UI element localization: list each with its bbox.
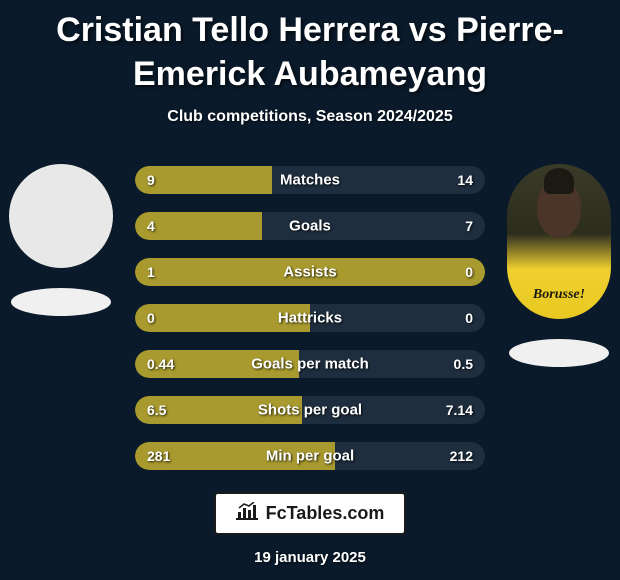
stat-label: Goals [289, 218, 331, 235]
stat-value-left: 0.44 [147, 356, 174, 372]
stat-label: Shots per goal [258, 402, 362, 419]
stats-container: Matches 9 14 Goals 4 7 Assists 1 0 Hattricks 0 0 Goa… [135, 142, 485, 470]
stat-value-right: 14 [457, 172, 473, 188]
player-left-club-badge [11, 288, 111, 316]
stat-value-right: 0.5 [454, 356, 473, 372]
content-area: Borusse! Matches914Goals47Assists10Hattr… [0, 142, 620, 470]
stat-row: Hattricks 0 0 [135, 304, 485, 332]
player-left-avatar [9, 164, 113, 268]
stat-label: Goals per match [251, 356, 369, 373]
player-left-column [6, 164, 116, 316]
stat-row: Assists 1 0 [135, 258, 485, 286]
subtitle: Club competitions, Season 2024/2025 [0, 104, 620, 142]
stat-row: Min per goal 281 212 [135, 442, 485, 470]
stat-value-right: 0 [465, 310, 473, 326]
stat-value-left: 1 [147, 264, 155, 280]
stat-label: Min per goal [266, 448, 354, 465]
stat-value-right: 212 [450, 448, 473, 464]
stat-value-right: 7.14 [446, 402, 473, 418]
stat-bar-left [135, 166, 272, 194]
stat-value-left: 281 [147, 448, 170, 464]
comparison-card: Cristian Tello Herrera vs Pierre-Emerick… [0, 0, 620, 580]
stat-value-right: 7 [465, 218, 473, 234]
stat-value-left: 6.5 [147, 402, 166, 418]
stat-row: Goals 4 7 [135, 212, 485, 240]
source-logo-text: FcTables.com [266, 503, 385, 524]
date-text: 19 january 2025 [254, 549, 366, 566]
stat-row: Matches 9 14 [135, 166, 485, 194]
stat-value-left: 9 [147, 172, 155, 188]
page-title: Cristian Tello Herrera vs Pierre-Emerick… [0, 0, 620, 104]
stat-value-left: 4 [147, 218, 155, 234]
jersey-text: Borusse! [533, 287, 585, 303]
player-right-club-badge [509, 339, 609, 367]
stat-row: Goals per match 0.44 0.5 [135, 350, 485, 378]
stat-label: Assists [283, 264, 336, 281]
footer: FcTables.com 19 january 2025 [0, 492, 620, 566]
player-right-avatar: Borusse! [507, 164, 611, 319]
chart-icon [236, 502, 258, 525]
player-right-column: Borusse! [504, 164, 614, 367]
source-logo: FcTables.com [214, 492, 407, 535]
stat-value-left: 0 [147, 310, 155, 326]
stat-row: Shots per goal 6.5 7.14 [135, 396, 485, 424]
stat-label: Hattricks [278, 310, 342, 327]
stat-label: Matches [280, 172, 340, 189]
stat-value-right: 0 [465, 264, 473, 280]
